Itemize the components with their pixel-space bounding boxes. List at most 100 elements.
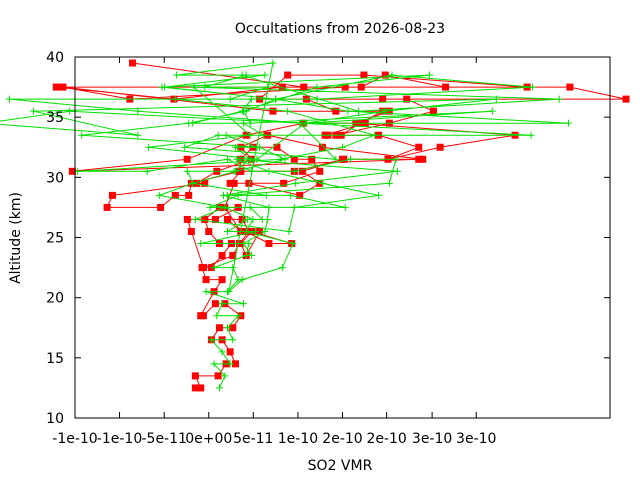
data-point xyxy=(249,215,257,223)
data-point xyxy=(403,95,411,103)
data-point xyxy=(157,203,165,211)
data-point xyxy=(207,336,215,344)
data-point xyxy=(189,179,197,187)
data-point xyxy=(289,240,297,248)
data-point xyxy=(185,191,193,199)
data-point xyxy=(237,167,245,175)
data-point xyxy=(302,119,310,127)
data-point xyxy=(273,143,281,151)
data-point xyxy=(197,312,205,320)
data-point xyxy=(202,288,210,296)
data-point xyxy=(171,191,179,199)
x-tick-label: 2e-10 xyxy=(366,431,406,447)
data-point xyxy=(215,384,223,392)
data-point xyxy=(229,264,237,272)
data-point xyxy=(492,95,500,103)
data-point xyxy=(218,300,226,308)
data-point xyxy=(344,107,352,115)
data-point xyxy=(566,83,574,91)
data-point xyxy=(234,191,242,199)
data-point xyxy=(290,167,298,175)
data-point xyxy=(226,95,234,103)
data-point xyxy=(222,131,230,139)
data-point xyxy=(347,155,355,163)
data-point xyxy=(385,179,393,187)
data-point xyxy=(226,360,234,368)
series-layer xyxy=(0,59,630,392)
data-point xyxy=(332,107,340,115)
data-point xyxy=(277,155,285,163)
data-point xyxy=(392,155,400,163)
data-point xyxy=(261,71,269,79)
data-point xyxy=(215,324,223,332)
data-point xyxy=(238,215,246,223)
data-point xyxy=(129,59,137,67)
data-point xyxy=(225,288,233,296)
data-point xyxy=(248,95,256,103)
data-point xyxy=(296,119,304,127)
data-point xyxy=(108,191,116,199)
data-point xyxy=(143,167,151,175)
data-point xyxy=(265,167,273,175)
data-point xyxy=(332,155,340,163)
data-point xyxy=(78,131,86,139)
data-point xyxy=(284,107,292,115)
data-point xyxy=(134,131,142,139)
x-tick-label: -1e-10 xyxy=(52,431,97,447)
data-point xyxy=(313,83,321,91)
data-point xyxy=(280,179,288,187)
data-point xyxy=(229,324,237,332)
x-tick-label: 0e+00 xyxy=(185,431,232,447)
data-point xyxy=(292,179,300,187)
data-point xyxy=(419,155,427,163)
data-point xyxy=(565,119,573,127)
data-point xyxy=(52,83,60,91)
data-point xyxy=(555,95,563,103)
data-point xyxy=(298,167,306,175)
data-point xyxy=(256,227,264,235)
data-point xyxy=(379,95,387,103)
x-axis-label: SO2 VMR xyxy=(308,458,373,474)
data-point xyxy=(388,71,396,79)
data-point xyxy=(229,336,237,344)
data-point xyxy=(187,227,195,235)
data-point xyxy=(193,179,201,187)
data-point xyxy=(246,203,254,211)
data-point xyxy=(308,155,316,163)
data-point xyxy=(269,59,277,67)
data-point xyxy=(527,131,535,139)
data-point xyxy=(171,95,179,103)
data-point xyxy=(197,240,205,248)
data-point xyxy=(246,155,254,163)
data-point xyxy=(238,71,246,79)
data-point xyxy=(256,143,264,151)
data-point xyxy=(232,143,239,151)
series-1 xyxy=(0,59,573,392)
data-point xyxy=(269,107,277,115)
data-point xyxy=(240,300,248,308)
data-point xyxy=(240,107,248,115)
data-point xyxy=(181,143,189,151)
y-tick-label: 20 xyxy=(46,291,64,307)
data-point xyxy=(290,203,298,211)
data-point xyxy=(223,324,231,332)
data-point xyxy=(5,95,13,103)
data-point xyxy=(375,191,383,199)
data-point xyxy=(201,179,209,187)
data-point xyxy=(199,264,207,272)
data-point xyxy=(415,143,423,151)
data-point xyxy=(68,167,76,175)
data-point xyxy=(233,155,241,163)
data-point xyxy=(190,83,198,91)
data-point xyxy=(357,83,365,91)
data-point xyxy=(265,240,273,248)
data-point xyxy=(318,143,326,151)
data-point xyxy=(260,131,268,139)
data-point xyxy=(248,252,256,260)
data-point xyxy=(218,252,226,260)
data-point xyxy=(285,227,293,235)
data-point xyxy=(528,83,536,91)
data-point xyxy=(185,119,193,127)
data-point xyxy=(262,191,270,199)
data-point xyxy=(214,131,222,139)
